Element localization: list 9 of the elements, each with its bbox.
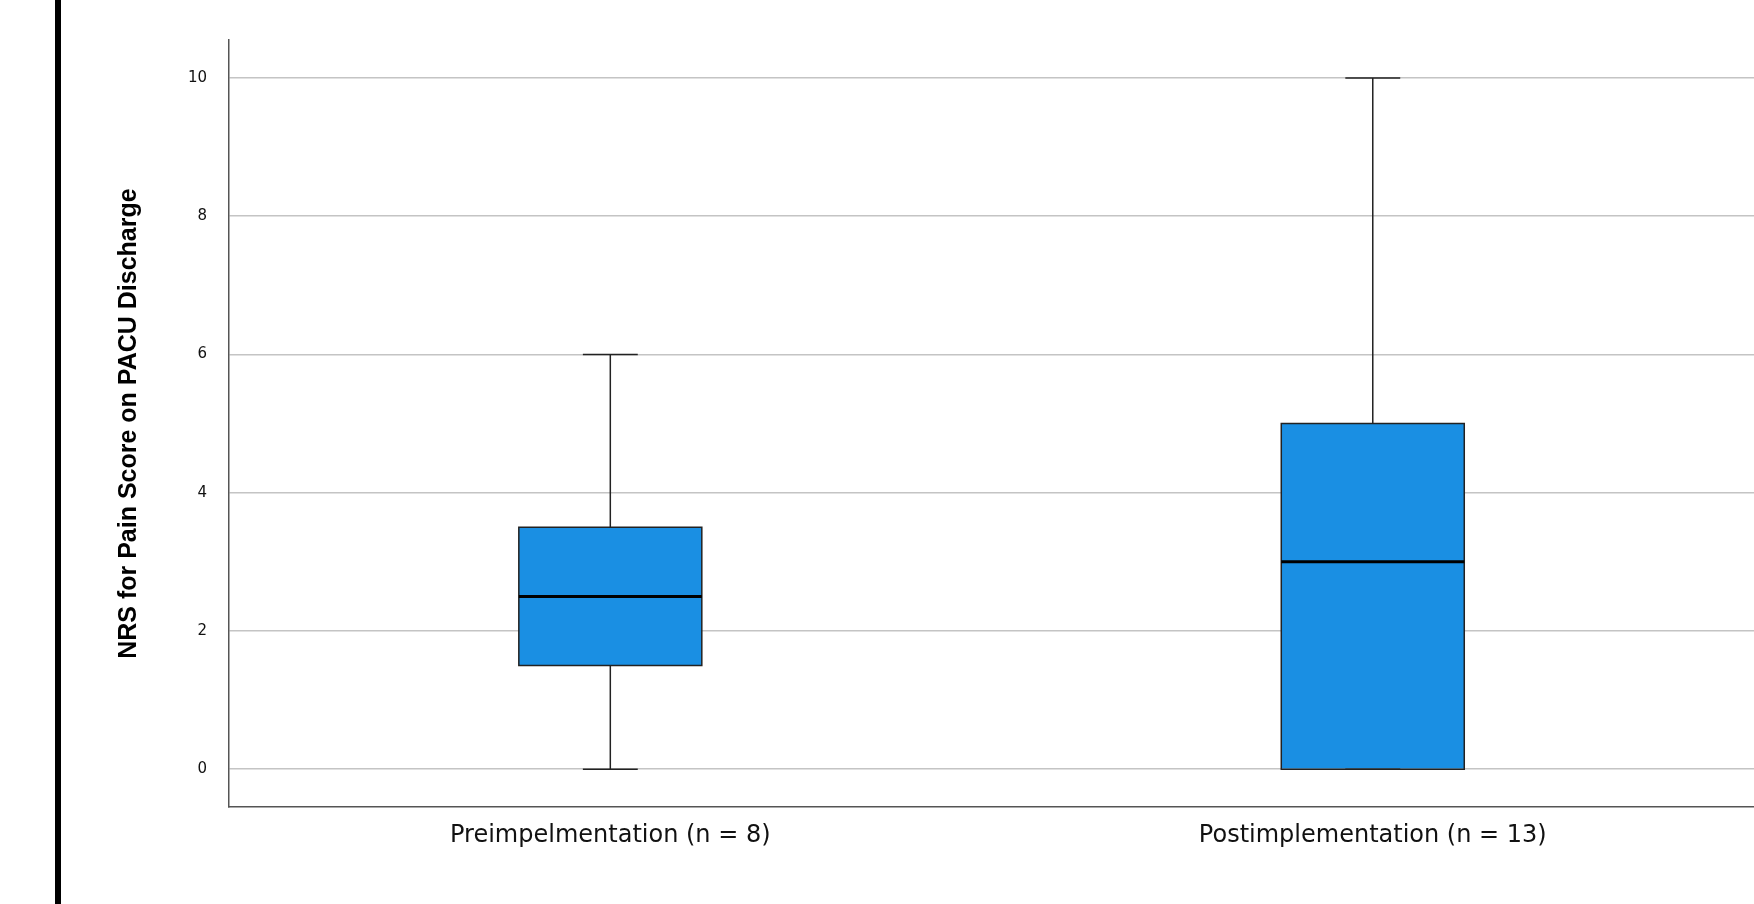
x-tick-label: Preimpelmentation (n = 8)	[450, 819, 771, 848]
x-tick-label: Postimplementation (n = 13)	[1198, 819, 1547, 848]
y-tick-label: 8	[197, 206, 208, 225]
y-tick-label: 6	[197, 344, 208, 363]
y-tick-label: 10	[187, 67, 208, 86]
y-axis-title: NRS for Pain Score on PACU Discharge	[112, 188, 141, 659]
y-tick-label: 4	[197, 482, 208, 501]
y-tick-label: 0	[197, 759, 208, 778]
y-tick-label: 2	[197, 620, 208, 639]
